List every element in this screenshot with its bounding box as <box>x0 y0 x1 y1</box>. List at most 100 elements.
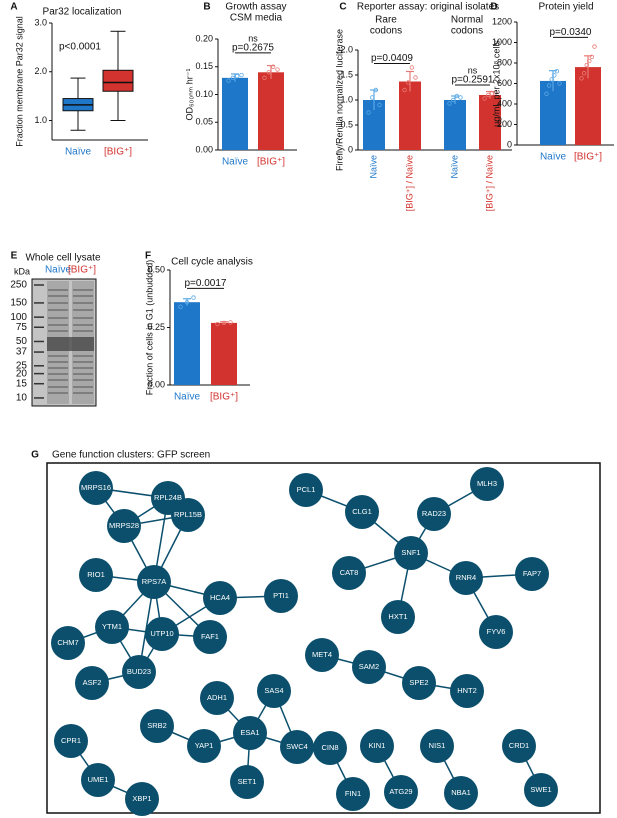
y-tick-label: 1.0 <box>34 115 47 125</box>
x-tick-label: [BIG⁺] <box>104 147 132 158</box>
ladder-label: 20 <box>16 368 28 379</box>
annotation: p<0.0001 <box>59 42 101 53</box>
chart-title: Growth assay <box>225 2 286 13</box>
data-point <box>450 97 456 103</box>
node-label: CPR1 <box>61 736 81 745</box>
y-axis-label: μg/mL per 2x10⁸ cells <box>491 40 501 127</box>
node-label: NIS1 <box>429 741 446 750</box>
node-label: ESA1 <box>240 728 259 737</box>
bar <box>211 322 237 385</box>
y-tick-label: 0.50 <box>147 264 165 274</box>
data-point <box>554 68 560 74</box>
chart-title: Par32 localization <box>43 7 122 18</box>
network-title: Gene function clusters: GFP screen <box>52 450 210 461</box>
network-node <box>107 509 141 543</box>
node-label: UME1 <box>88 775 109 784</box>
network-node <box>336 777 370 811</box>
y-tick-label: 0.05 <box>195 117 213 127</box>
panel-letter: C <box>339 2 346 13</box>
chart-title: Cell cycle analysis <box>171 257 253 268</box>
network-node <box>524 773 558 807</box>
network-node <box>417 497 451 531</box>
y-tick-label: 1200 <box>492 16 512 26</box>
network-node <box>79 558 113 592</box>
panel-letter: E <box>11 251 18 262</box>
y-axis-label: Fraction membrane Par32 signal <box>14 16 24 147</box>
node-label: SAS4 <box>264 686 283 695</box>
data-point <box>493 90 498 95</box>
node-label: ADH1 <box>207 693 227 702</box>
y-tick-label: 0 <box>507 139 512 149</box>
annotation: p=0.0017 <box>185 278 227 289</box>
node-label: RAD23 <box>422 509 446 518</box>
node-label: SNF1 <box>401 548 420 557</box>
data-point <box>581 71 587 76</box>
ladder-label: 100 <box>10 312 27 323</box>
node-label: SRB2 <box>147 721 167 730</box>
network-node <box>140 709 174 743</box>
y-tick-label: 0.00 <box>195 144 213 154</box>
node-label: SWE1 <box>530 785 551 794</box>
annotation: ns <box>248 33 258 43</box>
chart-title: Reporter assay: original isolates <box>357 2 499 13</box>
data-point <box>485 92 491 98</box>
network-node <box>122 655 156 689</box>
y-tick-label: 1000 <box>492 37 512 47</box>
y-tick-label: 0.10 <box>195 89 213 99</box>
network-node <box>381 600 415 634</box>
node-label: MLH3 <box>477 479 497 488</box>
y-tick-label: 0.5 <box>340 119 353 129</box>
node-label: FYV6 <box>487 627 506 636</box>
data-point <box>270 64 276 69</box>
node-label: PTI1 <box>273 591 289 600</box>
chart-title: Protein yield <box>538 2 593 13</box>
network-node <box>360 729 394 763</box>
node-label: FAF1 <box>201 632 219 641</box>
data-point <box>402 87 407 93</box>
network-node <box>384 775 418 809</box>
node-label: MRPS28 <box>109 521 139 530</box>
data-point <box>239 72 244 78</box>
data-point <box>191 295 196 300</box>
node-label: ASF2 <box>83 678 102 687</box>
node-label: YAP1 <box>195 741 214 750</box>
data-point <box>544 91 549 96</box>
data-point <box>546 83 552 88</box>
network-node <box>51 626 85 660</box>
node-label: CRD1 <box>509 741 529 750</box>
bar <box>540 80 566 145</box>
node-label: RPS7A <box>142 577 167 586</box>
data-point <box>377 102 382 108</box>
node-label: ATG29 <box>389 787 412 796</box>
y-tick-label: 1.0 <box>340 94 353 104</box>
chart-title: CSM media <box>230 13 283 24</box>
node-label: SET1 <box>238 777 257 786</box>
network-node <box>233 716 267 750</box>
network-node <box>125 782 159 816</box>
network-node <box>193 620 227 654</box>
panel-letter: B <box>203 2 210 13</box>
group-label: codons <box>451 26 483 37</box>
data-point <box>584 62 589 68</box>
ladder-label: 10 <box>16 393 28 404</box>
network-frame <box>46 462 601 814</box>
node-label: CLG1 <box>352 507 372 516</box>
network-node <box>95 610 129 644</box>
node-label: CHM7 <box>57 638 78 647</box>
node-label: HNT2 <box>457 686 477 695</box>
data-point <box>275 67 280 72</box>
data-point <box>557 81 562 86</box>
panel-letter: A <box>10 2 17 13</box>
x-tick-label: [BIG⁺] <box>210 392 238 403</box>
data-point <box>592 44 597 49</box>
annotation: p=0.0340 <box>550 27 592 38</box>
node-label: PCL1 <box>297 485 316 494</box>
y-tick-label: 0.20 <box>195 33 213 43</box>
node-label: NBA1 <box>451 788 471 797</box>
node-label: RPL15B <box>174 510 202 519</box>
x-tick-label: Naïve <box>65 147 92 158</box>
node-label: HCA4 <box>210 593 230 602</box>
node-label: XBP1 <box>132 794 151 803</box>
x-tick-label: Naïve <box>368 155 378 179</box>
